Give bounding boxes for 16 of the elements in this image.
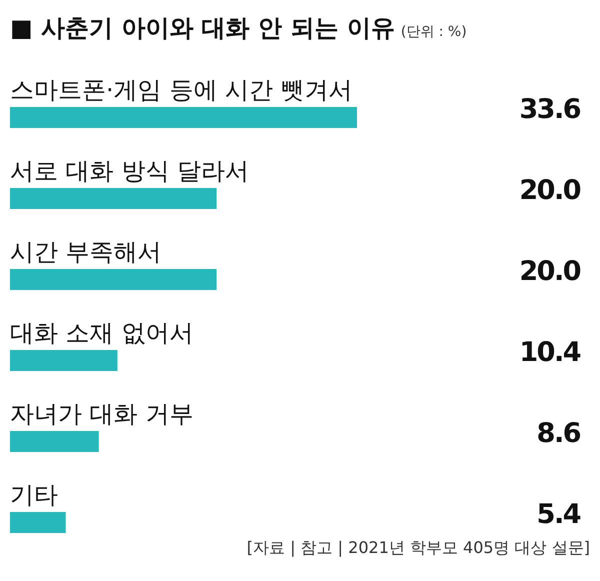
category: 대화 소재 없어서 [10,319,194,347]
value-label: 10.4 [519,337,580,368]
value-label: 20.0 [519,175,580,206]
chart-title: ■ 사춘기 아이와 대화 안 되는 이유 [10,14,395,42]
category: 서로 대화 방식 달라서 [10,157,249,185]
category: 기타 [10,481,58,509]
value-label: 20.0 [519,256,580,287]
category: 시간 부족해서 [10,238,162,266]
subtitle: (단위 : %) [400,24,467,40]
annotation: [자료 | 참고 | 2021년 학부모 405명 대상 설문] [246,538,590,557]
value-label: 33.6 [519,94,580,125]
value-label: 5.4 [536,499,580,530]
category: 자녀가 대화 거부 [10,400,194,428]
value-label: 8.6 [536,418,580,449]
category: 스마트폰·게임 등에 시간 뺏겨서 [10,76,353,104]
title: ■ 사춘기 아이와 대화 안 되는 이유 (단위 : %) [10,14,467,42]
